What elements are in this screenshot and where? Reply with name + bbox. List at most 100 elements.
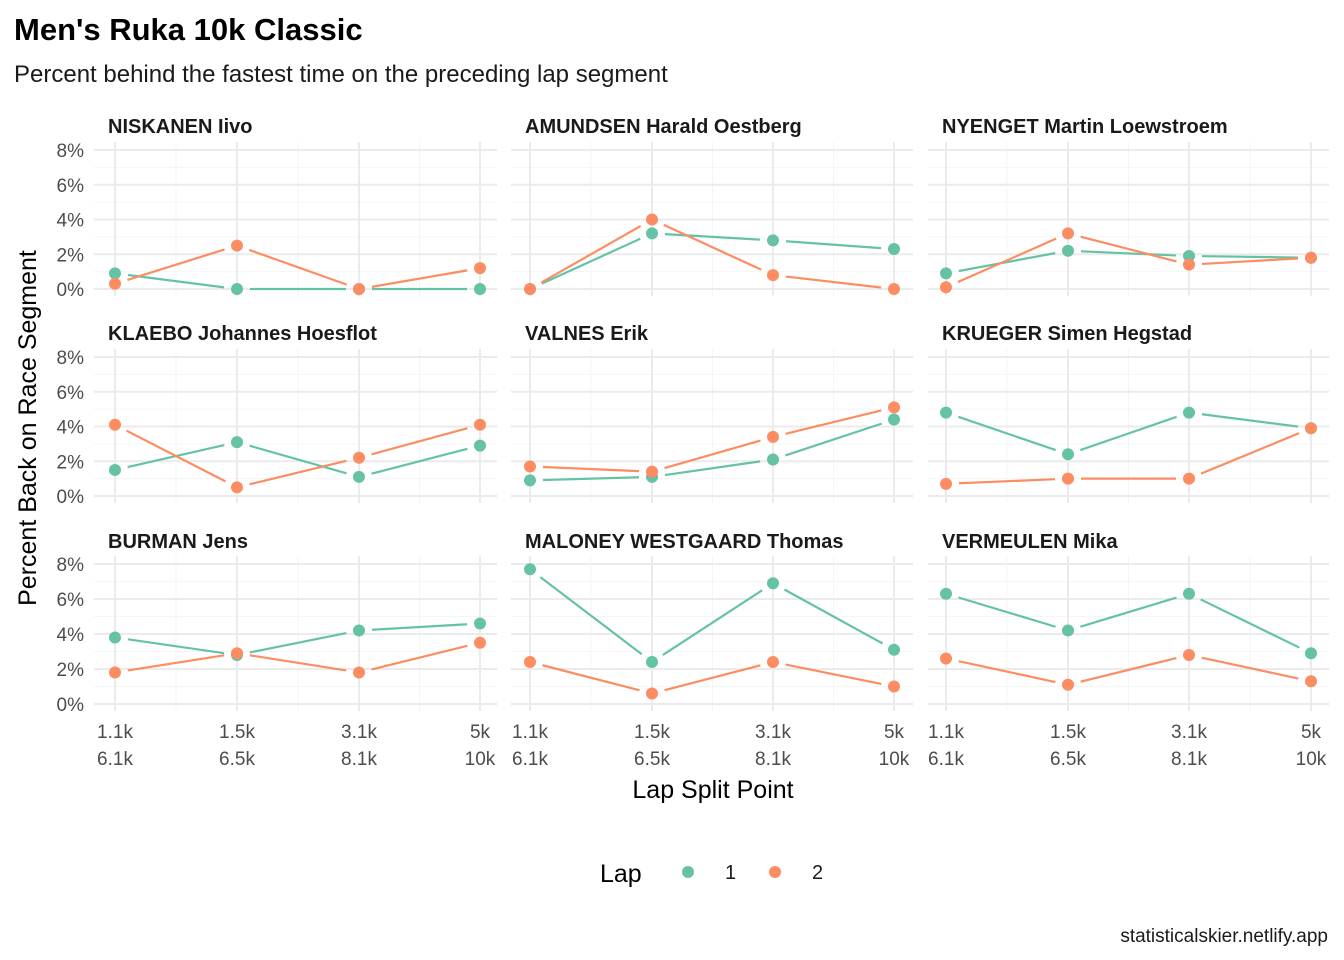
y-tick-label: 0% — [57, 695, 85, 716]
x-tick-label: 5k — [470, 722, 491, 743]
data-point — [1062, 472, 1074, 485]
data-point — [524, 474, 536, 487]
data-point — [474, 617, 486, 630]
legend-label: 2 — [812, 862, 823, 884]
data-point — [353, 451, 365, 464]
data-point — [940, 587, 952, 600]
series-line-segment — [371, 623, 468, 631]
series-line-segment — [784, 422, 883, 457]
data-point — [1305, 422, 1317, 435]
y-tick-label: 8% — [57, 555, 85, 576]
data-point — [1062, 244, 1074, 257]
data-point — [231, 481, 243, 494]
facet-panel: 0% 2% 4% 6% 8% KLAEBO Johannes Hoesflot — [57, 323, 497, 508]
data-point — [1062, 227, 1074, 240]
data-point — [1183, 472, 1195, 485]
series-line-segment — [371, 644, 468, 671]
data-point — [646, 656, 658, 668]
series-line-segment — [1201, 656, 1299, 680]
series-line-segment — [127, 248, 225, 281]
series-line-segment — [542, 664, 640, 692]
data-point — [231, 239, 243, 252]
y-axis-title: Percent Back on Race Segment — [14, 250, 42, 606]
series-line-segment — [783, 588, 884, 645]
series-line-segment — [662, 589, 763, 656]
x-tick-label: 6.5k — [634, 749, 670, 770]
data-point — [940, 406, 952, 419]
series-line-segment — [127, 654, 225, 672]
data-point — [109, 631, 121, 644]
series-line-segment — [957, 415, 1057, 452]
x-tick-label: 6.1k — [512, 749, 548, 770]
data-point — [474, 418, 486, 431]
x-tick-label: 8.1k — [755, 749, 791, 770]
facet-strip-label: MALONEY WESTGAARD Thomas — [525, 531, 844, 553]
series-line-segment — [785, 409, 882, 435]
data-point — [474, 262, 486, 275]
legend-key-2 — [769, 866, 781, 878]
data-point — [109, 666, 121, 679]
series-line-segment — [1080, 250, 1177, 257]
data-point — [1062, 678, 1074, 691]
y-tick-label: 2% — [57, 660, 85, 681]
x-tick-label: 1.5k — [634, 722, 670, 743]
data-point — [888, 243, 900, 256]
series-line-segment — [126, 429, 226, 483]
data-point — [1062, 448, 1074, 461]
series-line-segment — [249, 459, 347, 486]
data-point — [524, 656, 536, 668]
facet-strip-label: AMUNDSEN Harald Oestberg — [525, 116, 802, 138]
data-point — [353, 666, 365, 679]
data-point — [1305, 251, 1317, 264]
series-line-segment — [664, 439, 761, 470]
facet-panel: MALONEY WESTGAARD Thomas 1.1k 6.1k 1.5k 6.5k… — [511, 531, 913, 770]
data-point — [109, 463, 121, 476]
data-point — [353, 624, 365, 637]
series-line-segment — [541, 237, 641, 285]
legend-label: 1 — [725, 862, 736, 884]
x-tick-label: 10k — [465, 749, 496, 770]
x-axis-title: Lap Split Point — [632, 776, 793, 804]
series-line-segment — [1079, 415, 1178, 452]
series-line-segment — [664, 460, 761, 477]
data-point — [767, 656, 779, 668]
series-line-segment — [785, 663, 882, 685]
chart-caption: statisticalskier.netlify.app — [1120, 926, 1328, 947]
legend-title: Lap — [600, 860, 642, 888]
data-point — [888, 680, 900, 693]
series-line-segment — [1080, 596, 1177, 628]
y-tick-label: 6% — [57, 590, 85, 611]
data-point — [474, 283, 486, 295]
facet-panel: 0% 2% 4% 6% 8% BURMAN Jens 1.1k 6.1k 1.5k 6.5k 3.1… — [57, 531, 497, 770]
data-point — [231, 647, 243, 660]
legend-key-1 — [682, 866, 694, 878]
y-tick-label: 4% — [57, 418, 85, 439]
x-tick-label: 10k — [879, 749, 910, 770]
data-point — [474, 636, 486, 649]
data-point — [1183, 406, 1195, 419]
x-tick-label: 8.1k — [341, 749, 377, 770]
facet-panel: VERMEULEN Mika 1.1k 6.1k 1.5k 6.5k 3.1k 8.1k 5k… — [928, 531, 1329, 770]
data-point — [474, 439, 486, 452]
data-point — [767, 269, 779, 282]
series-line-segment — [371, 427, 468, 456]
data-point — [1183, 649, 1195, 661]
data-point — [646, 687, 658, 700]
series-line-segment — [664, 664, 761, 692]
x-tick-label: 1.1k — [97, 722, 133, 743]
data-point — [1062, 624, 1074, 637]
y-tick-label: 4% — [57, 625, 85, 646]
facet-strip-label: VERMEULEN Mika — [942, 531, 1118, 553]
series-line-segment — [1200, 432, 1300, 475]
data-point — [646, 465, 658, 478]
x-tick-label: 5k — [1301, 722, 1322, 743]
series-line-segment — [663, 223, 762, 271]
data-point — [524, 460, 536, 473]
y-tick-label: 2% — [57, 452, 85, 473]
facet-panel: VALNES Erik — [511, 323, 913, 503]
series-line-segment — [1201, 257, 1299, 266]
y-tick-label: 2% — [57, 245, 85, 266]
facet-panel: AMUNDSEN Harald Oestberg — [511, 116, 913, 296]
data-point — [940, 281, 952, 294]
data-point — [767, 234, 779, 247]
